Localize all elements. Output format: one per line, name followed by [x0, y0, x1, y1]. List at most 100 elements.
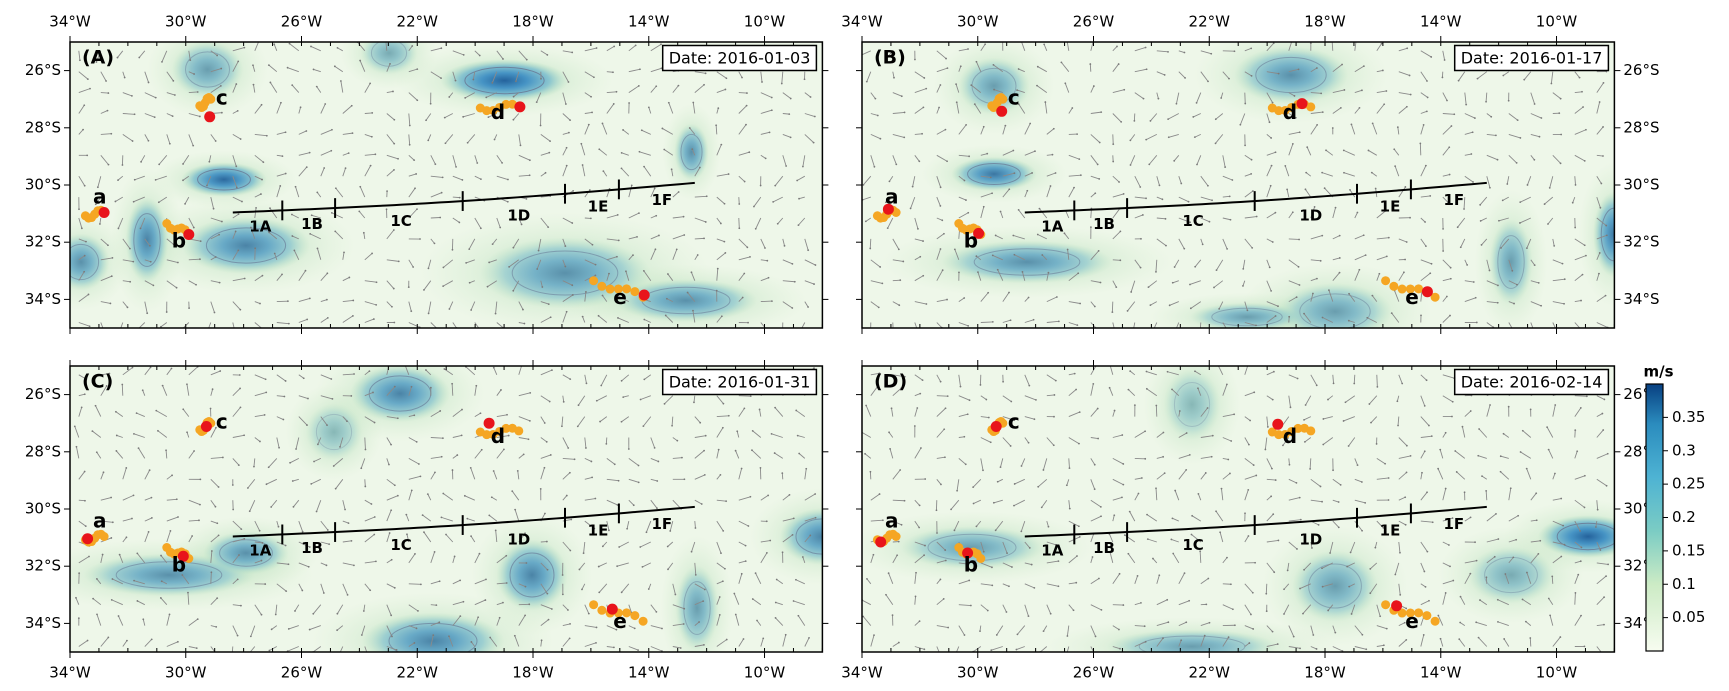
arrow-head — [760, 185, 762, 187]
arrow-head — [1129, 370, 1131, 372]
arrow-head — [326, 272, 328, 274]
arrow-head — [538, 250, 540, 252]
arrow-head — [988, 417, 990, 419]
arrow-head — [980, 384, 982, 386]
arrow-head — [1155, 487, 1157, 489]
arrow-head — [965, 124, 967, 126]
arrow-head — [808, 637, 810, 639]
arrow-head — [1580, 300, 1582, 302]
arrow-head — [695, 574, 697, 576]
arrow-head — [461, 179, 463, 181]
arrow-head — [1445, 592, 1447, 594]
arrow-head — [166, 311, 168, 313]
arrow-head — [1002, 38, 1004, 40]
arrow-head — [110, 303, 112, 305]
arrow-head — [1053, 394, 1055, 396]
arrow-head — [1055, 172, 1057, 174]
arrow-head — [923, 648, 925, 650]
arrow-head — [1406, 472, 1408, 474]
eddy-position — [991, 421, 1002, 432]
arrow-head — [561, 425, 563, 427]
arrow-head — [316, 511, 318, 513]
arrow-head — [443, 368, 445, 370]
arrow-head — [1148, 163, 1150, 165]
lat-tick-label: 26°S — [25, 61, 61, 79]
arrow-head — [118, 615, 120, 617]
arrow-head — [1560, 498, 1562, 500]
arrow-head — [755, 572, 757, 574]
arrow-head — [550, 454, 552, 456]
arrow-head — [415, 173, 417, 175]
arrow-head — [1207, 578, 1209, 580]
arrow-head — [481, 331, 483, 333]
velocity-arrow — [189, 259, 200, 260]
arrow-head — [638, 85, 640, 87]
arrow-head — [1478, 428, 1480, 430]
arrow-head — [1538, 282, 1540, 284]
arrow-head — [655, 85, 657, 87]
arrow-head — [720, 474, 722, 476]
arrow-head — [1269, 121, 1271, 123]
arrow-head — [397, 158, 399, 160]
arrow-head — [567, 609, 569, 611]
arrow-head — [1602, 126, 1604, 128]
arrow-head — [1343, 420, 1345, 422]
arrow-head — [1497, 159, 1499, 161]
arrow-head — [1028, 615, 1030, 617]
arrow-head — [898, 304, 900, 306]
arrow-head — [725, 500, 727, 502]
arrow-head — [326, 564, 328, 566]
arrow-head — [579, 569, 581, 571]
arrow-head — [412, 266, 414, 268]
arrow-head — [394, 484, 396, 486]
arrow-head — [237, 578, 239, 580]
arrow-head — [236, 187, 238, 189]
arrow-head — [1041, 254, 1043, 256]
arrow-head — [1053, 444, 1055, 446]
arrow-head — [189, 59, 191, 61]
arrow-head — [618, 480, 620, 482]
arrow-head — [1500, 247, 1502, 249]
arrow-head — [1209, 622, 1211, 624]
speed-core — [1163, 369, 1220, 441]
arrow-head — [526, 562, 528, 564]
arrow-head — [1299, 284, 1301, 286]
arrow-head — [641, 129, 643, 131]
arrow-head — [1305, 172, 1307, 174]
arrow-head — [574, 458, 576, 460]
arrow-head — [940, 484, 942, 486]
arrow-head — [565, 103, 567, 105]
arrow-head — [766, 552, 768, 554]
arrow-head — [1530, 408, 1532, 410]
eddy-label: c — [1008, 410, 1020, 434]
arrow-head — [1283, 588, 1285, 590]
arrow-head — [1252, 628, 1254, 630]
arrow-head — [1078, 443, 1080, 445]
arrow-head — [1278, 73, 1280, 75]
arrow-head — [309, 629, 311, 631]
arrow-head — [1162, 456, 1164, 458]
arrow-head — [323, 167, 325, 169]
arrow-head — [1339, 235, 1341, 237]
arrow-head — [1318, 524, 1320, 526]
arrow-head — [643, 319, 645, 321]
section-label: 1B — [1093, 539, 1115, 557]
velocity-arrow — [409, 584, 421, 585]
arrow-head — [1544, 203, 1546, 205]
arrow-head — [218, 535, 220, 537]
arrow-head — [442, 437, 444, 439]
arrow-head — [1144, 430, 1146, 432]
arrow-head — [1348, 293, 1350, 295]
arrow-head — [198, 519, 200, 521]
arrow-head — [393, 322, 395, 324]
arrow-head — [990, 177, 992, 179]
arrow-head — [136, 600, 138, 602]
arrow-head — [374, 516, 376, 518]
arrow-head — [992, 255, 994, 257]
arrow-head — [303, 377, 305, 379]
eddy-label: d — [1283, 100, 1297, 124]
arrow-head — [193, 73, 195, 75]
arrow-head — [1077, 272, 1079, 274]
arrow-head — [1163, 432, 1165, 434]
arrow-head — [536, 268, 538, 270]
